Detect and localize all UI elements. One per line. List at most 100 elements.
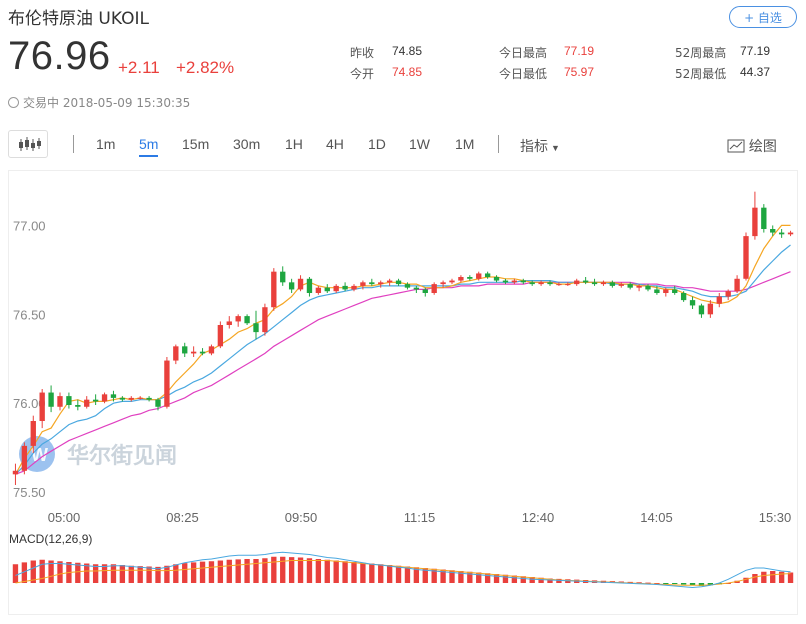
candle-body bbox=[618, 284, 624, 286]
candle-body bbox=[378, 282, 384, 285]
interval-1mo[interactable]: 1M bbox=[455, 136, 475, 152]
candle-body bbox=[716, 296, 722, 304]
indicator-dropdown[interactable]: 指标 ▼ bbox=[520, 136, 560, 156]
candle-body bbox=[565, 284, 571, 286]
candle-body bbox=[235, 316, 241, 322]
macd-histogram-bar bbox=[84, 563, 90, 583]
candle-body bbox=[520, 280, 526, 283]
candle-body bbox=[119, 397, 126, 400]
macd-histogram-bar bbox=[208, 561, 215, 583]
candle-body bbox=[707, 303, 714, 315]
indicator-label: 指标 bbox=[520, 138, 548, 154]
macd-histogram-bar bbox=[627, 581, 633, 583]
macd-histogram-bar bbox=[645, 582, 651, 584]
macd-histogram-bar bbox=[333, 560, 339, 583]
price-change: +2.11 bbox=[118, 58, 160, 77]
candle-body bbox=[467, 277, 473, 279]
candle-body bbox=[725, 291, 731, 297]
candle-body bbox=[21, 445, 28, 471]
candle-body bbox=[458, 277, 464, 281]
macd-label: MACD(12,26,9) bbox=[9, 532, 92, 546]
candle-body bbox=[244, 316, 250, 324]
stat-label: 今开 bbox=[350, 67, 375, 81]
macd-histogram-bar bbox=[547, 578, 553, 583]
candle-body bbox=[538, 282, 544, 285]
candle-body bbox=[627, 284, 633, 288]
macd-histogram-bar bbox=[101, 564, 108, 583]
x-tick-label: 08:25 bbox=[166, 510, 199, 525]
candle-body bbox=[761, 207, 767, 229]
macd-histogram-bar bbox=[92, 564, 99, 583]
candle-body bbox=[351, 285, 357, 290]
x-tick-label: 15:30 bbox=[759, 510, 792, 525]
candle-body bbox=[386, 280, 393, 283]
interval-30m[interactable]: 30m bbox=[233, 136, 261, 152]
macd-histogram-bar bbox=[529, 577, 535, 583]
macd-histogram-bar bbox=[395, 565, 402, 583]
y-tick-label: 77.00 bbox=[13, 218, 46, 233]
macd-histogram-bar bbox=[226, 559, 232, 583]
macd-histogram-bar bbox=[493, 574, 500, 583]
candle-body bbox=[369, 282, 375, 285]
interval-4h[interactable]: 4H bbox=[326, 136, 344, 152]
interval-1m[interactable]: 1m bbox=[96, 136, 116, 152]
macd-histogram-bar bbox=[119, 565, 126, 583]
candle-body bbox=[395, 280, 402, 285]
macd-histogram-bar bbox=[386, 565, 393, 583]
macd-dea-line bbox=[15, 560, 791, 586]
macd-histogram-bar bbox=[511, 575, 518, 583]
macd-histogram-bar bbox=[39, 559, 45, 583]
candle-body bbox=[137, 397, 143, 399]
macd-histogram-bar bbox=[672, 583, 678, 584]
candle-body bbox=[190, 351, 197, 354]
macd-histogram-bar bbox=[743, 577, 749, 583]
macd-histogram-bar bbox=[164, 565, 170, 583]
ma10-line bbox=[15, 244, 791, 475]
x-tick-label: 14:05 bbox=[640, 510, 673, 525]
chart-panel[interactable]: 77.00 76.50 76.00 75.50 05:00 08:25 09:50 11:15… bbox=[8, 170, 798, 615]
caret-down-icon: ▼ bbox=[551, 143, 560, 153]
macd-histogram-bar bbox=[57, 561, 63, 583]
macd-histogram-bar bbox=[199, 561, 206, 583]
candle-body bbox=[752, 207, 758, 237]
x-tick-label: 12:40 bbox=[522, 510, 555, 525]
macd-histogram-bar bbox=[689, 583, 696, 586]
macd-histogram-bar bbox=[413, 567, 420, 583]
candle-body bbox=[431, 284, 437, 293]
macd-histogram-bar bbox=[404, 566, 411, 583]
candle-body bbox=[75, 405, 81, 407]
interval-1w[interactable]: 1W bbox=[409, 136, 430, 152]
y-tick-label: 76.50 bbox=[13, 307, 46, 322]
stat-value: 44.37 bbox=[740, 65, 771, 79]
interval-1d[interactable]: 1D bbox=[368, 136, 386, 152]
macd-histogram-bar bbox=[787, 572, 794, 583]
toolbar-divider bbox=[498, 135, 499, 153]
draw-button[interactable]: 绘图 bbox=[727, 136, 777, 156]
macd-histogram-bar bbox=[75, 562, 81, 583]
macd-histogram-bar bbox=[752, 574, 758, 583]
candle-body bbox=[574, 280, 580, 285]
stat-label: 昨收 bbox=[350, 46, 375, 60]
candle-body bbox=[484, 273, 491, 277]
macd-histogram-bar bbox=[369, 563, 375, 583]
add-watchlist-button[interactable]: + 自选 bbox=[729, 6, 797, 28]
stat-value: 74.85 bbox=[392, 65, 423, 79]
chart-type-button[interactable] bbox=[8, 130, 48, 158]
macd-histogram-bar bbox=[458, 571, 464, 583]
macd-histogram-bar bbox=[440, 569, 446, 583]
candle-body bbox=[182, 346, 188, 354]
draw-label: 绘图 bbox=[748, 138, 777, 154]
interval-5m[interactable]: 5m bbox=[139, 136, 159, 157]
interval-15m[interactable]: 15m bbox=[182, 136, 210, 152]
candle-body bbox=[680, 293, 687, 301]
macd-histogram-bar bbox=[315, 559, 322, 583]
candle-body bbox=[440, 282, 446, 285]
candle-body bbox=[164, 360, 170, 407]
macd-histogram-bar bbox=[502, 574, 509, 583]
candle-body bbox=[39, 392, 45, 421]
candle-body bbox=[502, 280, 509, 283]
interval-1h[interactable]: 1H bbox=[285, 136, 303, 152]
candle-body bbox=[591, 282, 598, 285]
candle-body bbox=[449, 280, 455, 283]
